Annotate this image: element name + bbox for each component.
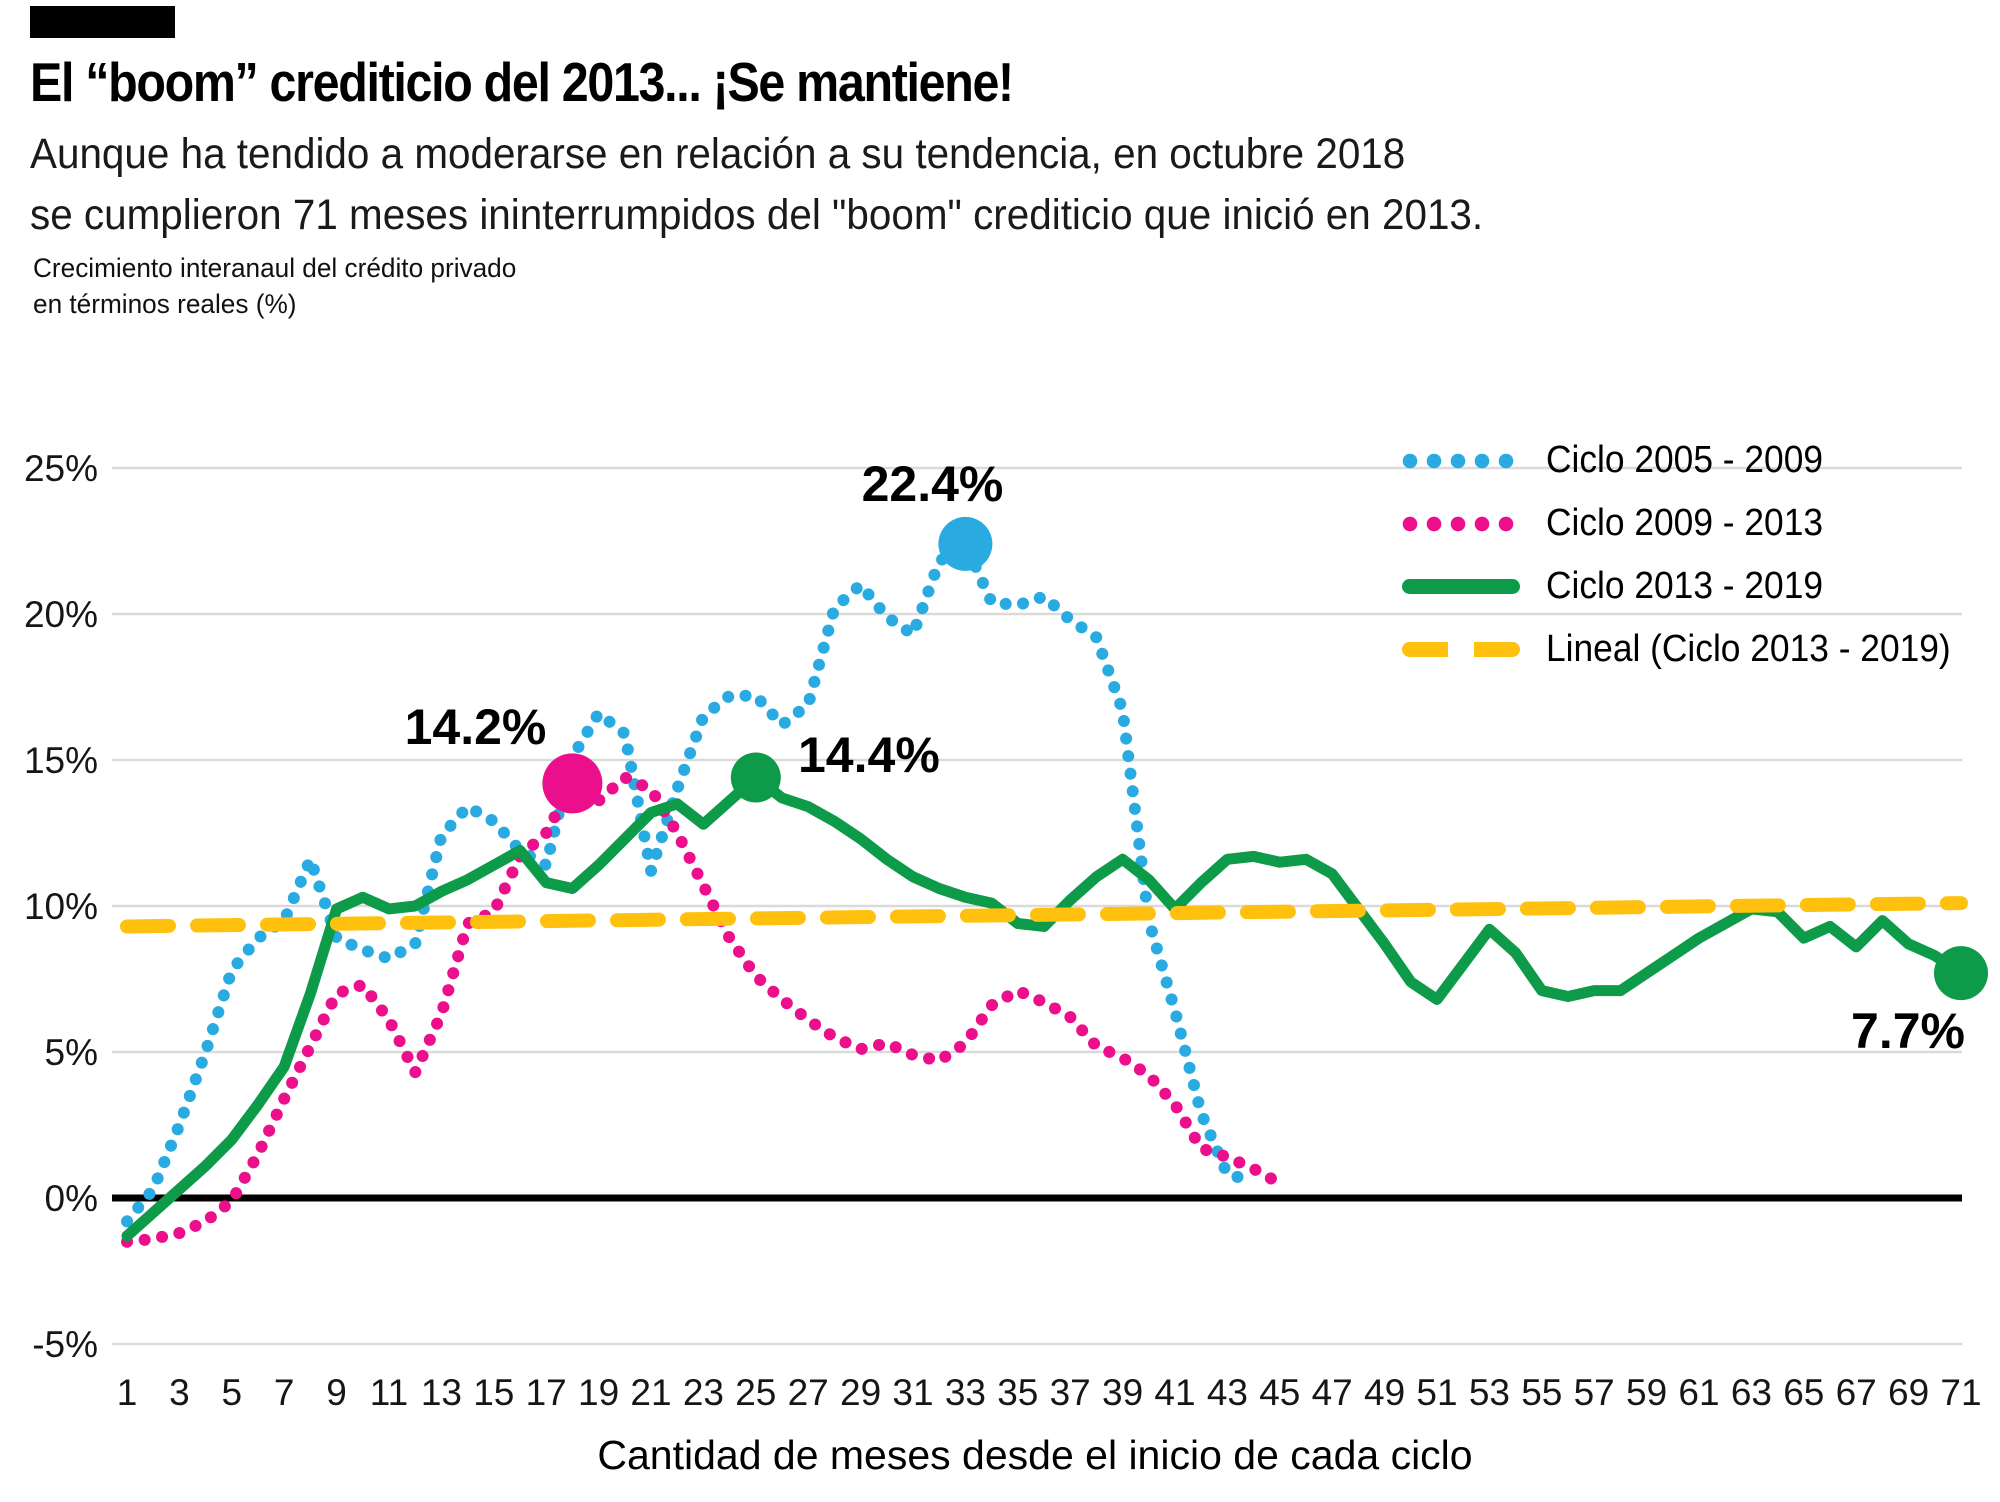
x-tick-label: 5 (222, 1372, 243, 1413)
x-tick-label: 21 (630, 1372, 671, 1413)
x-tick-label: 41 (1154, 1372, 1195, 1413)
page-subtitle-line-1: Aunque ha tendido a moderarse en relació… (30, 130, 1406, 178)
page-title: El “boom” crediticio del 2013... ¡Se man… (30, 51, 1014, 113)
y-axis-label: Crecimiento interanaul del crédito priva… (33, 250, 516, 323)
y-tick-label: 10% (24, 886, 98, 927)
legend-item-ciclo-2005-2009: Ciclo 2005 - 2009 (1402, 429, 1981, 492)
x-tick-label: 33 (945, 1372, 986, 1413)
x-tick-label: 59 (1626, 1372, 1667, 1413)
x-tick-label: 51 (1416, 1372, 1457, 1413)
x-tick-label: 49 (1364, 1372, 1405, 1413)
x-tick-label: 37 (1050, 1372, 1091, 1413)
trendline-lineal-2013-2019 (120, 896, 1968, 934)
cycle-2013-2019-line (121, 772, 1967, 1242)
brand-bar (30, 6, 175, 38)
x-tick-label: 65 (1783, 1372, 1824, 1413)
x-tick-label: 17 (526, 1372, 567, 1413)
legend-label: Ciclo 2013 - 2019 (1546, 565, 1824, 607)
y-tick-label: 0% (45, 1178, 98, 1219)
x-tick-label: 67 (1836, 1372, 1877, 1413)
x-tick-label: 57 (1574, 1372, 1615, 1413)
x-tick-label: 47 (1312, 1372, 1353, 1413)
x-tick-label: 3 (169, 1372, 190, 1413)
x-tick-label: 27 (788, 1372, 829, 1413)
chart-legend: Ciclo 2005 - 2009 Ciclo 2009 - 2013 Cicl… (1402, 429, 1981, 681)
annotation-marker-7.7% (1934, 946, 1988, 1001)
annotation-marker-14.4% (730, 752, 781, 803)
y-axis-label-line-1: Crecimiento interanaul del crédito priva… (33, 253, 517, 283)
x-tick-label: 31 (892, 1372, 933, 1413)
x-tick-label: 71 (1940, 1372, 1981, 1413)
x-tick-label: 29 (840, 1372, 881, 1413)
cycle-2009-2013-line (121, 771, 1286, 1248)
legend-item-ciclo-2009-2013: Ciclo 2009 - 2013 (1402, 492, 1981, 555)
x-tick-label: 23 (683, 1372, 724, 1413)
annotation-peak-22-4: 22.4% (861, 456, 1004, 512)
x-tick-label: 1 (117, 1372, 138, 1413)
annotation-peak-14-2: 14.2% (404, 699, 547, 755)
page-subtitle-line-2: se cumplieron 71 meses ininterrumpidos d… (30, 191, 1484, 240)
x-tick-label: 7 (274, 1372, 295, 1413)
solid-line-swatch-icon (1402, 579, 1520, 594)
annotation-end-7-7: 7.7% (1851, 1003, 1965, 1059)
x-tick-label: 11 (370, 1372, 408, 1413)
legend-label: Lineal (Ciclo 2013 - 2019) (1546, 628, 1951, 670)
x-tick-label: 39 (1102, 1372, 1143, 1413)
dotted-line-swatch-icon (1402, 452, 1520, 469)
x-tick-label: 9 (326, 1372, 347, 1413)
annotation-marker-14.2% (542, 753, 603, 814)
legend-item-lineal-ciclo-2013-2019: Lineal (Ciclo 2013 - 2019) (1402, 618, 1981, 681)
y-tick-label: 5% (45, 1032, 98, 1073)
x-tick-label: 15 (473, 1372, 514, 1413)
x-tick-label: 61 (1678, 1372, 1719, 1413)
x-tick-label: 53 (1469, 1372, 1510, 1413)
dashed-line-swatch-icon (1402, 642, 1520, 657)
y-tick-label: 20% (24, 594, 98, 635)
legend-item-ciclo-2013-2019: Ciclo 2013 - 2019 (1402, 555, 1981, 618)
annotation-marker-22.4% (938, 516, 993, 571)
page-subtitle: Aunque ha tendido a moderarse en relació… (30, 124, 1854, 246)
y-axis-label-line-2: en términos reales (%) (33, 289, 297, 320)
cycle-2005-2009-line (121, 537, 1260, 1228)
x-tick-label: 55 (1521, 1372, 1562, 1413)
legend-label: Ciclo 2009 - 2013 (1546, 502, 1824, 544)
annotation-peak-14-4: 14.4% (798, 727, 940, 783)
x-tick-label: 63 (1731, 1372, 1772, 1413)
x-tick-label: 25 (735, 1372, 776, 1413)
x-tick-label: 43 (1207, 1372, 1248, 1413)
x-axis-title: Cantidad de meses desde el inicio de cad… (597, 1432, 1473, 1478)
x-tick-label: 19 (578, 1372, 619, 1413)
x-tick-label: 35 (997, 1372, 1038, 1413)
dotted-line-swatch-icon (1402, 515, 1520, 532)
x-tick-label: 45 (1259, 1372, 1300, 1413)
x-tick-label: 13 (421, 1372, 462, 1413)
y-tick-label: -5% (32, 1324, 98, 1365)
legend-label: Ciclo 2005 - 2009 (1546, 439, 1824, 481)
y-tick-label: 25% (24, 448, 98, 489)
x-tick-label: 69 (1888, 1372, 1929, 1413)
y-tick-label: 15% (24, 740, 98, 781)
